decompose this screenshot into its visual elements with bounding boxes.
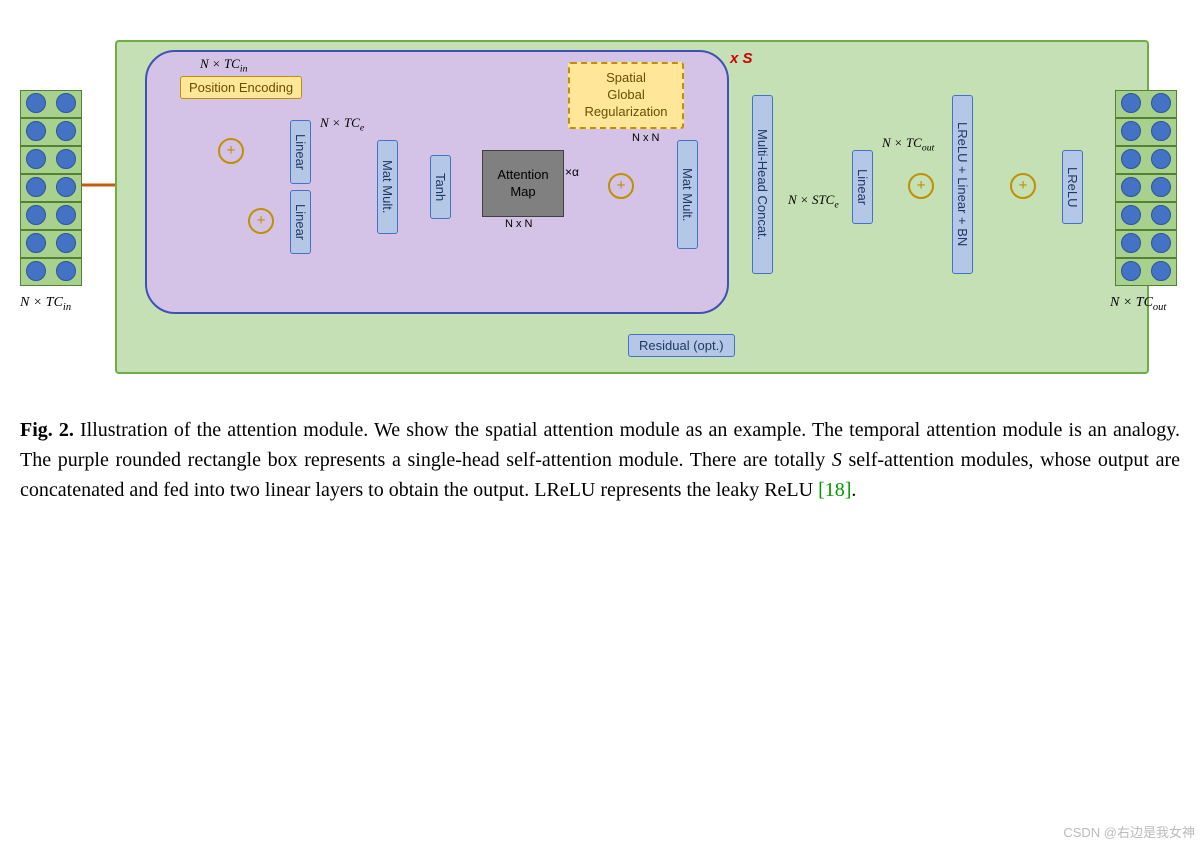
alpha-label: ×α bbox=[565, 165, 579, 179]
nxn-label-1: N x N bbox=[505, 218, 533, 230]
lrelu-block: LReLU bbox=[1062, 150, 1083, 224]
matmult-block-2: Mat Mult. bbox=[677, 140, 698, 249]
tanh-block: Tanh bbox=[430, 155, 451, 219]
multihead-concat-block: Multi-Head Concat. bbox=[752, 95, 773, 274]
s-variable: S bbox=[832, 449, 842, 471]
architecture-diagram: N × TCin N × TCout N × TCin Position Enc… bbox=[20, 20, 1180, 390]
stce-label: N × STCe bbox=[788, 192, 839, 211]
plus-node-2: + bbox=[248, 208, 274, 234]
plus-node-4: + bbox=[908, 173, 934, 199]
top-dim-label: N × TCin bbox=[200, 56, 247, 75]
matmult-block-1: Mat Mult. bbox=[377, 140, 398, 234]
linear-block-1: Linear bbox=[290, 120, 311, 184]
plus-node-3: + bbox=[608, 173, 634, 199]
fig-label: Fig. 2. bbox=[20, 419, 74, 441]
linear-block-3: Linear bbox=[852, 150, 873, 224]
input-tensor-grid bbox=[20, 90, 82, 286]
xs-label: x S bbox=[730, 50, 753, 67]
output-tensor-grid bbox=[1115, 90, 1177, 286]
output-dim-label: N × TCout bbox=[1110, 295, 1166, 313]
position-encoding-block: Position Encoding bbox=[180, 76, 302, 99]
plus-node-1: + bbox=[218, 138, 244, 164]
nxn-label-2: N x N bbox=[632, 132, 660, 144]
figure-caption: Fig. 2. Illustration of the attention mo… bbox=[20, 415, 1180, 505]
lrelu-linear-bn-block: LReLU + Linear + BN bbox=[952, 95, 973, 274]
caption-period: . bbox=[851, 479, 856, 501]
tcout-label: N × TCout bbox=[882, 135, 934, 154]
reference-link: [18] bbox=[818, 479, 851, 501]
residual-block: Residual (opt.) bbox=[628, 334, 735, 357]
plus-node-5: + bbox=[1010, 173, 1036, 199]
linear-block-2: Linear bbox=[290, 190, 311, 254]
spatial-reg-block: SpatialGlobalRegularization bbox=[568, 62, 684, 129]
watermark: CSDN @右边是我女神 bbox=[1063, 822, 1195, 841]
tce-label: N × TCe bbox=[320, 115, 364, 134]
input-dim-label: N × TCin bbox=[20, 295, 71, 313]
attention-map-block: AttentionMap bbox=[482, 150, 564, 217]
